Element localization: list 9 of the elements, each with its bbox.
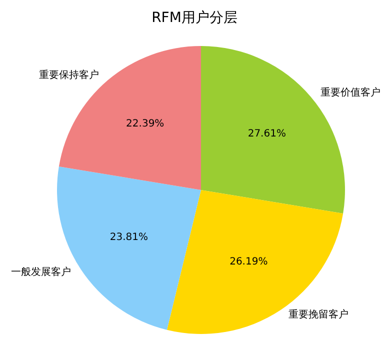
slice-label: 重要保持客户 (38, 69, 99, 82)
slice-label: 一般发展客户 (10, 266, 71, 278)
chart-title: RFM用户分层 (152, 10, 238, 26)
data-label: 27.61% (248, 128, 286, 140)
data-label: 26.19% (230, 256, 268, 268)
slice-label: 重要挽留客户 (288, 308, 349, 321)
slice-label: 重要价值客户 (320, 86, 380, 98)
data-label: 23.81% (110, 232, 148, 244)
data-label: 22.39% (126, 118, 164, 130)
